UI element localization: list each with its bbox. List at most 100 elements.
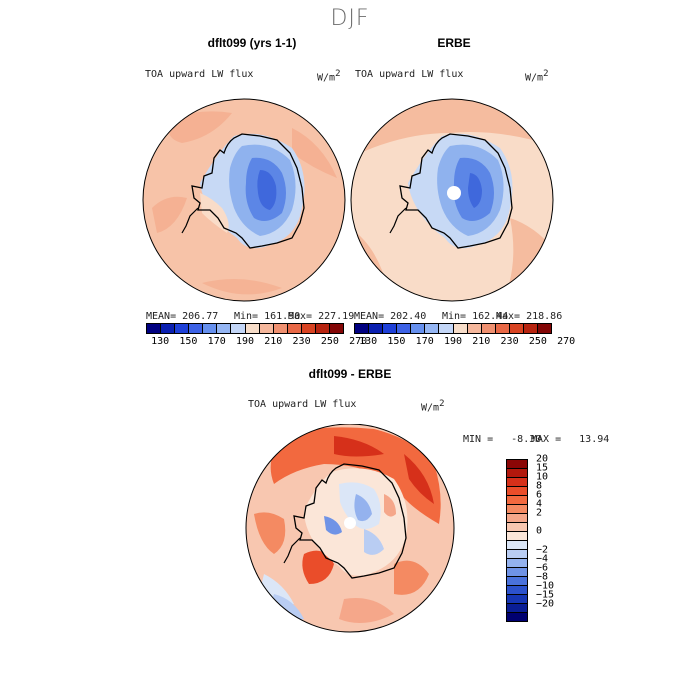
colorbar-tick-label: 230 <box>500 336 519 347</box>
colorbar-tick-label: 170 <box>207 336 226 347</box>
colorbar-swatch <box>507 559 527 568</box>
colorbar-tick-label: −10 <box>536 580 555 592</box>
colorbar-tick-label: 2 <box>536 507 543 519</box>
colorbar-swatch <box>507 487 527 496</box>
colorbar-swatch <box>507 568 527 577</box>
panel-1-variable: TOA upward LW flux <box>145 69 254 80</box>
colorbar-swatch <box>507 460 527 469</box>
colorbar-tick-label: 250 <box>320 336 339 347</box>
colorbar-swatch <box>147 324 162 333</box>
colorbar-tick-label: 130 <box>359 336 378 347</box>
colorbar-swatch <box>411 324 426 333</box>
panel-3-units: W/m2 <box>421 399 445 414</box>
panel-3-title: dflt099 - ERBE <box>308 367 392 381</box>
panel-2-variable: TOA upward LW flux <box>355 69 464 80</box>
colorbar-swatch <box>189 324 204 333</box>
panel-1-mean: MEAN= 206.77 <box>146 311 219 322</box>
colorbar-swatch <box>507 532 527 541</box>
colorbar-tick-label: −15 <box>536 589 555 601</box>
colorbar-swatch <box>481 324 496 333</box>
colorbar-swatch <box>507 577 527 586</box>
colorbar-swatch <box>507 541 527 550</box>
colorbar-swatch <box>509 324 524 333</box>
panel-1-title: dflt099 (yrs 1-1) <box>207 36 297 50</box>
colorbar-tick-label: 190 <box>235 336 255 347</box>
colorbar-tick-label: 8 <box>536 480 543 492</box>
colorbar-tick-label: 210 <box>264 336 283 347</box>
colorbar-swatch <box>507 550 527 559</box>
panel-2-min: Min= 162.44 <box>442 311 509 322</box>
colorbar-tick-label: 15 <box>536 462 549 474</box>
colorbar-swatch <box>383 324 398 333</box>
colorbar-swatch <box>273 324 288 333</box>
colorbar-tick-label: 270 <box>557 336 576 347</box>
colorbar-swatch <box>453 324 468 333</box>
colorbar-swatch <box>507 496 527 505</box>
colorbar-tick-label: 250 <box>528 336 547 347</box>
colorbar-tick-label: 150 <box>179 336 198 347</box>
colorbar-swatch <box>175 324 190 333</box>
colorbar-swatch <box>523 324 539 333</box>
colorbar-tick-label: 270 <box>349 336 368 347</box>
colorbar-swatch <box>369 324 384 333</box>
panel-1-min: Min= 161.90 <box>234 311 301 322</box>
panel-3-max: MAX = 13.94 <box>531 434 610 445</box>
panel-2-max: Max= 218.86 <box>496 311 563 322</box>
colorbar-swatch <box>507 613 527 621</box>
panel-3-map <box>245 424 455 633</box>
colorbar-tick-label: 4 <box>536 498 543 510</box>
colorbar-swatch <box>507 523 527 532</box>
colorbar-swatch <box>467 324 482 333</box>
colorbar-swatch <box>538 324 552 333</box>
colorbar-tick-label: −4 <box>536 553 549 565</box>
panel-2-colorbar <box>354 323 552 334</box>
panel-1-colorbar-labels: 130 150 170 190 210 230 250 270 <box>146 336 367 348</box>
colorbar-tick-label: 6 <box>536 489 543 501</box>
colorbar-swatch <box>315 324 331 333</box>
colorbar-tick-label: −2 <box>536 544 549 556</box>
colorbar-swatch <box>245 324 260 333</box>
colorbar-tick-label: 20 <box>536 453 549 465</box>
colorbar-swatch <box>439 324 454 333</box>
colorbar-tick-label: 10 <box>536 471 549 483</box>
colorbar-swatch <box>507 514 527 523</box>
panel-2-title: ERBE <box>437 36 471 50</box>
panel-1-colorbar <box>146 323 344 334</box>
panel-2-map <box>350 98 554 302</box>
season-title: DJF <box>330 6 370 31</box>
colorbar-tick-label: 130 <box>151 336 170 347</box>
colorbar-tick-label: −8 <box>536 571 549 583</box>
colorbar-swatch <box>287 324 302 333</box>
colorbar-tick-label: −6 <box>536 562 549 574</box>
colorbar-tick-label: 190 <box>443 336 463 347</box>
colorbar-swatch <box>507 505 527 514</box>
colorbar-tick-label: 170 <box>415 336 434 347</box>
colorbar-swatch <box>161 324 176 333</box>
colorbar-swatch <box>507 604 527 613</box>
panel-2-units: W/m2 <box>525 69 549 84</box>
colorbar-swatch <box>355 324 370 333</box>
panel-1-max: Max= 227.19 <box>288 311 355 322</box>
colorbar-swatch <box>397 324 412 333</box>
panel-2-mean: MEAN= 202.40 <box>354 311 427 322</box>
colorbar-swatch <box>507 469 527 478</box>
panel-1-map <box>142 98 346 302</box>
panel-2-colorbar-labels: 130 150 170 190 210 230 250 270 <box>354 336 575 348</box>
panel-1-units: W/m2 <box>317 69 341 84</box>
panel-3-min: MIN = -8.30 <box>463 434 542 445</box>
colorbar-tick-label: 210 <box>472 336 491 347</box>
colorbar-tick-label: 230 <box>292 336 311 347</box>
colorbar-tick-label: −20 <box>536 598 555 610</box>
panel-3-colorbar <box>506 459 528 622</box>
colorbar-tick-label: 0 <box>536 525 543 537</box>
colorbar-swatch <box>425 324 440 333</box>
panel-3-variable: TOA upward LW flux <box>248 399 357 410</box>
colorbar-swatch <box>217 324 232 333</box>
colorbar-swatch <box>330 324 344 333</box>
colorbar-swatch <box>231 324 246 333</box>
colorbar-swatch <box>203 324 218 333</box>
colorbar-swatch <box>507 595 527 604</box>
colorbar-swatch <box>301 324 316 333</box>
colorbar-swatch <box>259 324 274 333</box>
colorbar-tick-label: 150 <box>387 336 406 347</box>
